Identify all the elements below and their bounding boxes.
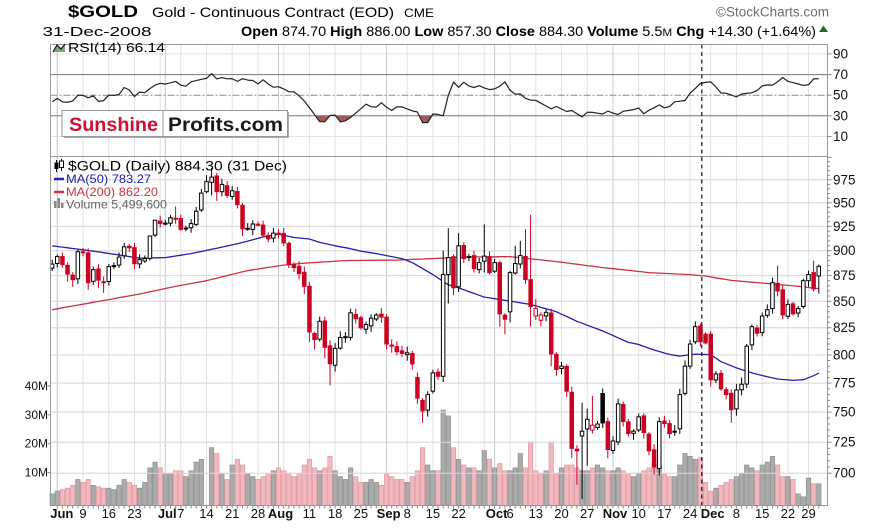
svg-text:30: 30: [833, 108, 848, 123]
svg-text:MA(200) 862.20: MA(200) 862.20: [66, 185, 158, 199]
svg-text:825: 825: [833, 320, 856, 335]
svg-text:40M: 40M: [25, 379, 48, 393]
svg-text:18: 18: [328, 506, 342, 521]
svg-text:10: 10: [833, 129, 848, 144]
svg-text:14: 14: [199, 506, 213, 521]
svg-text:Jun: Jun: [50, 506, 73, 521]
svg-text:7: 7: [177, 506, 184, 521]
svg-text:23: 23: [127, 506, 141, 521]
svg-text:750: 750: [833, 405, 856, 420]
svg-text:875: 875: [833, 268, 856, 283]
svg-text:8: 8: [404, 506, 411, 521]
svg-text:29: 29: [801, 506, 815, 521]
svg-text:20: 20: [554, 506, 568, 521]
svg-text:950: 950: [833, 195, 856, 210]
svg-text:15: 15: [426, 506, 440, 521]
svg-text:Oct: Oct: [486, 506, 508, 521]
svg-text:25: 25: [354, 506, 368, 521]
svg-text:MA(50) 783.27: MA(50) 783.27: [66, 172, 151, 186]
svg-text:28: 28: [251, 506, 265, 521]
svg-text:70: 70: [833, 67, 848, 82]
svg-text:15: 15: [755, 506, 769, 521]
svg-text:8: 8: [733, 506, 740, 521]
svg-text:900: 900: [833, 243, 856, 258]
svg-text:700: 700: [833, 466, 856, 481]
svg-text:11: 11: [303, 506, 317, 521]
svg-text:Nov: Nov: [603, 506, 628, 521]
svg-text:27: 27: [580, 506, 594, 521]
svg-text:775: 775: [833, 376, 856, 391]
svg-text:925: 925: [833, 219, 856, 234]
svg-text:17: 17: [657, 506, 671, 521]
svg-text:22: 22: [451, 506, 465, 521]
svg-text:16: 16: [102, 506, 116, 521]
svg-text:Open 874.70 High 886.00 Low 85: Open 874.70 High 886.00 Low 857.30 Close…: [241, 24, 816, 39]
svg-text:13: 13: [529, 506, 543, 521]
svg-text:22: 22: [781, 506, 795, 521]
svg-text:800: 800: [833, 348, 856, 363]
svg-text:Gold - Continuous Contract (EO: Gold - Continuous Contract (EOD): [152, 4, 394, 20]
svg-text:CME: CME: [404, 6, 434, 20]
svg-text:30M: 30M: [25, 408, 48, 422]
svg-text:Dec: Dec: [701, 506, 725, 521]
svg-text:©StockCharts.com: ©StockCharts.com: [716, 5, 829, 20]
svg-text:10M: 10M: [25, 466, 48, 480]
svg-text:Sunshine: Sunshine: [69, 114, 158, 136]
svg-text:24: 24: [683, 506, 697, 521]
svg-text:31-Dec-2008: 31-Dec-2008: [43, 24, 152, 39]
svg-text:Profits.com: Profits.com: [168, 114, 283, 136]
svg-text:975: 975: [833, 172, 856, 187]
svg-text:90: 90: [833, 46, 848, 61]
svg-text:Aug: Aug: [268, 506, 293, 521]
svg-text:$GOLD (Daily) 884.30 (31 Dec): $GOLD (Daily) 884.30 (31 Dec): [68, 159, 287, 174]
svg-text:Sep: Sep: [377, 506, 401, 521]
svg-text:20M: 20M: [25, 437, 48, 451]
svg-text:9: 9: [79, 506, 86, 521]
svg-text:850: 850: [833, 294, 856, 309]
svg-text:50: 50: [833, 88, 848, 103]
svg-text:RSI(14) 66.14: RSI(14) 66.14: [68, 40, 165, 55]
svg-text:10: 10: [631, 506, 645, 521]
svg-text:Jul: Jul: [158, 506, 177, 521]
svg-text:725: 725: [833, 435, 856, 450]
svg-text:$GOLD: $GOLD: [68, 2, 138, 21]
svg-text:21: 21: [225, 506, 239, 521]
svg-text:Volume 5,499,600: Volume 5,499,600: [66, 198, 167, 212]
svg-text:6: 6: [506, 506, 513, 521]
